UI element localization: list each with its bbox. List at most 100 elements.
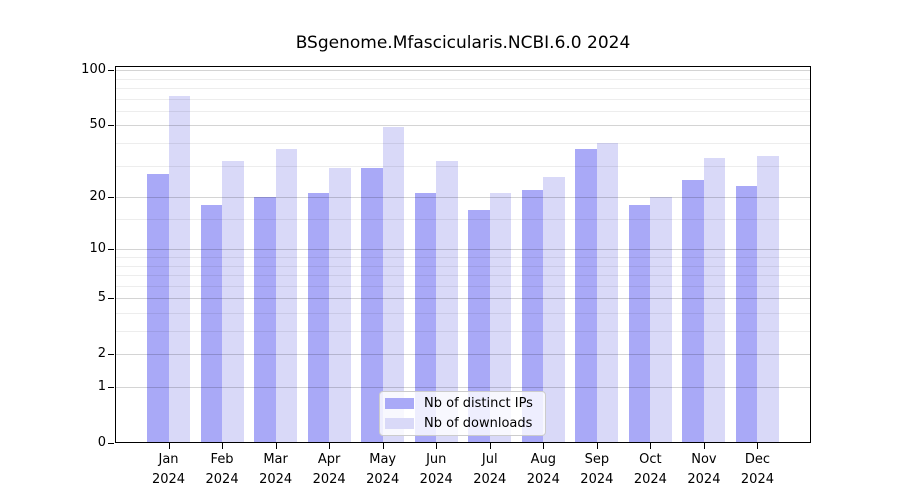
- gridline-minor: [115, 219, 811, 221]
- y-tick: [108, 354, 114, 356]
- x-tick-label: May 2024: [343, 450, 423, 490]
- bar-jan-downloads: [168, 96, 191, 443]
- x-tick-label: Apr 2024: [289, 450, 369, 490]
- bar-mar-downloads: [275, 149, 298, 443]
- bar-feb-downloads: [222, 160, 244, 443]
- x-tick-month: Jul: [481, 452, 498, 467]
- bar-jan-distinct-ips: [147, 173, 169, 443]
- x-tick: [703, 443, 705, 449]
- x-tick-year: 2024: [419, 472, 453, 487]
- x-tick-year: 2024: [205, 472, 239, 487]
- x-tick-year: 2024: [580, 472, 614, 487]
- x-tick-year: 2024: [526, 472, 560, 487]
- y-tick: [108, 125, 114, 127]
- gridline-minor: [115, 143, 811, 145]
- x-tick-label: Oct 2024: [610, 450, 690, 490]
- bar-jul-distinct-ips: [468, 209, 490, 443]
- legend: Nb of distinct IPs Nb of downloads: [379, 391, 546, 436]
- gridline-minor: [115, 110, 811, 112]
- bar-may-downloads: [382, 126, 405, 443]
- x-tick: [382, 443, 384, 449]
- y-tick: [108, 387, 114, 388]
- x-tick-label: Jan 2024: [129, 450, 209, 490]
- x-tick-month: Jan: [158, 452, 179, 467]
- gridline-minor: [115, 331, 811, 333]
- bar-dec-downloads: [757, 155, 779, 443]
- gridline-minor: [115, 312, 811, 314]
- bar-apr-distinct-ips: [307, 193, 330, 443]
- bar-mar-distinct-ips: [254, 197, 276, 443]
- x-tick: [489, 443, 491, 449]
- x-tick-month: Oct: [639, 452, 662, 467]
- y-tick-label: 50: [89, 117, 106, 133]
- bar-nov-distinct-ips: [682, 179, 704, 443]
- x-tick: [757, 443, 759, 449]
- bar-may-distinct-ips: [361, 168, 383, 443]
- bar-jun-distinct-ips: [414, 193, 437, 443]
- gridline-minor: [115, 165, 811, 167]
- x-tick: [650, 443, 652, 449]
- x-tick-month: Nov: [691, 452, 717, 467]
- x-tick-label: Dec 2024: [717, 450, 797, 490]
- bar-sep-downloads: [596, 143, 619, 443]
- y-tick-label: 100: [81, 62, 106, 78]
- x-tick-month: Aug: [530, 452, 556, 467]
- chart-title: BSgenome.Mfascicularis.NCBI.6.0 2024: [295, 33, 631, 53]
- x-tick-year: 2024: [151, 472, 186, 487]
- x-tick-month: May: [369, 452, 397, 467]
- x-tick: [329, 443, 331, 449]
- y-tick: [108, 70, 114, 72]
- gridline-major: [115, 70, 811, 72]
- x-tick-label: Feb 2024: [182, 450, 262, 490]
- legend-label-downloads: Nb of downloads: [424, 415, 533, 431]
- x-tick-label: Aug 2024: [503, 450, 583, 490]
- gridline-minor: [115, 285, 811, 287]
- gridline-major: [115, 249, 811, 251]
- bar-sep-distinct-ips: [575, 149, 597, 443]
- x-tick-year: 2024: [312, 472, 346, 487]
- gridline-minor: [115, 275, 811, 277]
- y-tick: [108, 298, 114, 300]
- x-tick-month: Mar: [263, 452, 288, 467]
- gridline-major: [115, 354, 811, 356]
- bar-oct-distinct-ips: [628, 205, 651, 443]
- x-tick-label: Mar 2024: [236, 450, 316, 490]
- legend-label-distinct-ips: Nb of distinct IPs: [424, 395, 533, 411]
- y-tick-label: 5: [97, 290, 106, 306]
- y-tick-label: 20: [89, 189, 106, 205]
- y-tick: [108, 443, 114, 444]
- gridline-minor: [115, 88, 811, 90]
- x-tick: [543, 443, 545, 449]
- x-tick-year: 2024: [473, 472, 507, 487]
- x-tick: [222, 443, 224, 449]
- bar-apr-downloads: [329, 168, 351, 443]
- bar-aug-distinct-ips: [521, 189, 544, 443]
- x-tick-label: Nov 2024: [664, 450, 744, 490]
- x-tick: [596, 443, 598, 449]
- y-tick-label: 10: [89, 241, 106, 257]
- bar-jul-downloads: [489, 193, 512, 443]
- y-tick-label: 0: [97, 435, 106, 450]
- x-tick-month: Sep: [584, 452, 610, 467]
- gridline-major: [115, 298, 811, 300]
- x-tick-label: Jul 2024: [450, 450, 530, 490]
- gridline-minor: [115, 98, 811, 100]
- legend-item-distinct-ips: Nb of distinct IPs: [385, 394, 545, 414]
- legend-swatch-distinct-ips: [385, 398, 414, 409]
- gridline-major: [115, 125, 811, 127]
- legend-item-downloads: Nb of downloads: [385, 414, 545, 434]
- x-tick-year: 2024: [687, 472, 721, 487]
- x-tick: [275, 443, 277, 449]
- bar-nov-downloads: [703, 158, 726, 443]
- y-tick: [108, 249, 114, 251]
- x-tick: [436, 443, 438, 449]
- legend-swatch-downloads: [385, 418, 414, 429]
- bar-feb-distinct-ips: [200, 205, 223, 443]
- x-tick-month: Jun: [426, 452, 447, 467]
- y-tick-label: 1: [97, 379, 106, 394]
- bar-aug-downloads: [543, 176, 565, 443]
- x-tick-month: Feb: [210, 452, 234, 467]
- gridline-minor: [115, 265, 811, 267]
